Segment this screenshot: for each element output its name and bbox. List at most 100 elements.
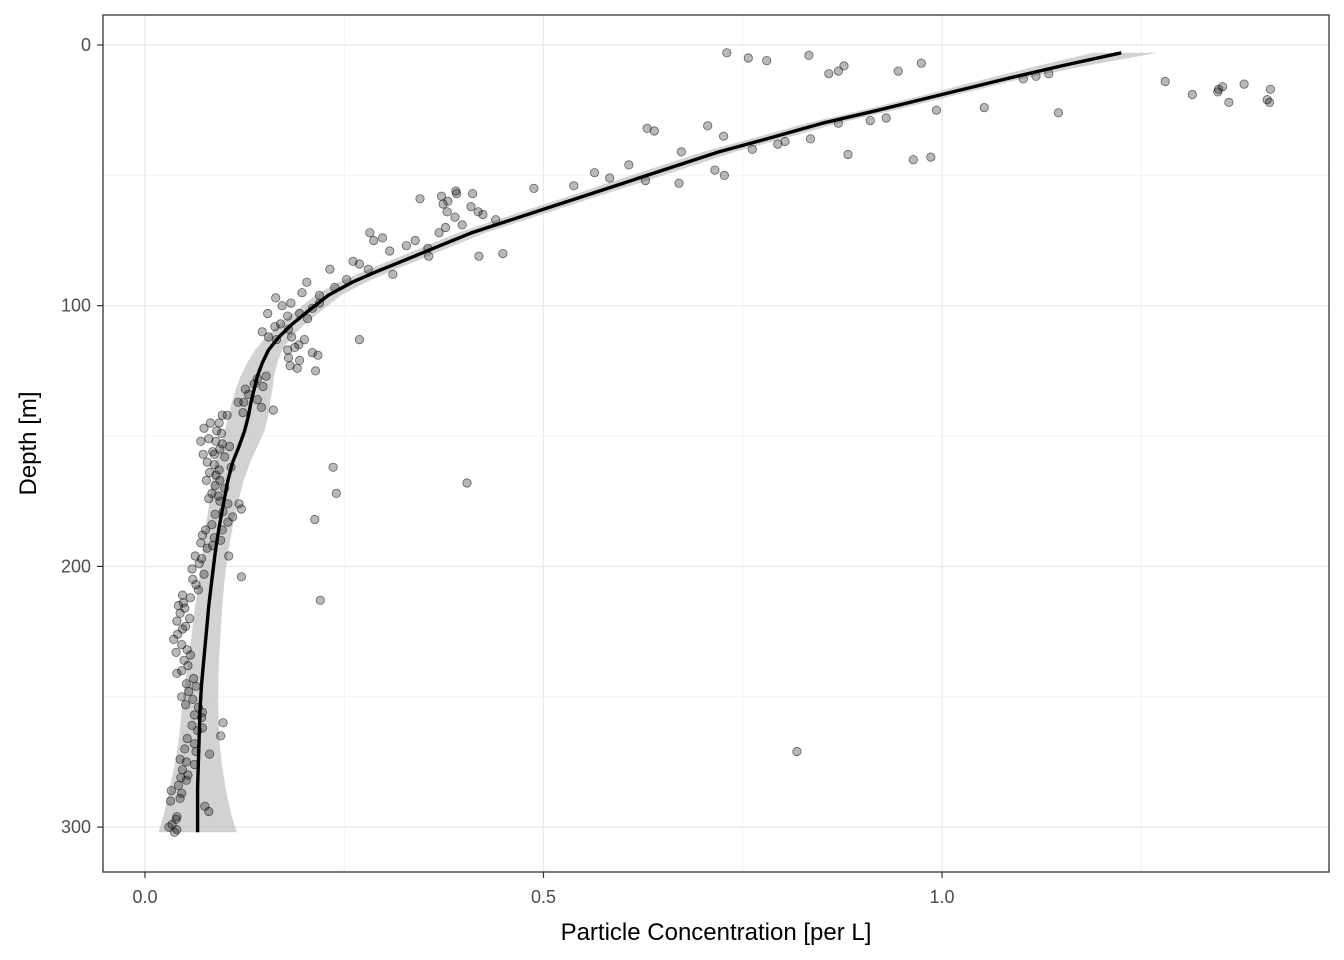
data-point	[1053, 108, 1064, 118]
data-point	[589, 168, 600, 178]
y-axis-title: Depth [m]	[15, 391, 42, 495]
data-point	[204, 806, 214, 817]
data-point	[805, 134, 816, 144]
data-point	[182, 645, 192, 655]
data-point	[178, 598, 188, 608]
data-point	[197, 553, 207, 564]
data-point	[189, 673, 199, 684]
data-point	[268, 405, 278, 415]
data-point	[369, 235, 379, 246]
data-point	[743, 53, 753, 63]
data-point	[201, 525, 211, 535]
data-point	[354, 334, 364, 345]
data-point	[833, 66, 844, 76]
data-point	[310, 514, 320, 525]
data-point	[169, 634, 179, 645]
data-point	[415, 194, 425, 204]
data-point	[315, 595, 325, 605]
data-point	[443, 196, 453, 206]
data-point	[217, 410, 227, 420]
data-point	[916, 58, 926, 68]
data-point	[213, 491, 223, 501]
data-point	[222, 410, 232, 420]
data-point	[434, 228, 444, 238]
data-point	[224, 441, 235, 452]
data-point	[270, 321, 280, 332]
data-point	[212, 426, 222, 436]
data-point	[184, 686, 194, 697]
data-point	[183, 770, 193, 780]
data-point	[187, 564, 197, 574]
data-point	[286, 332, 297, 342]
data-point	[199, 569, 209, 579]
data-point	[256, 402, 266, 412]
data-point	[908, 155, 918, 165]
data-point	[175, 793, 185, 804]
data-point	[261, 371, 271, 381]
data-point	[365, 228, 375, 238]
data-point	[676, 147, 687, 157]
y-tick-label: 300	[61, 817, 91, 837]
data-point	[214, 418, 224, 428]
data-point	[208, 447, 218, 457]
data-point	[642, 123, 652, 133]
data-point	[762, 55, 772, 66]
data-point	[194, 559, 204, 569]
data-point	[177, 788, 187, 798]
data-point	[216, 731, 226, 741]
data-point	[215, 444, 225, 454]
data-point	[824, 69, 834, 79]
smooth-fit-line	[195, 51, 1122, 833]
data-point	[457, 220, 467, 230]
data-point	[438, 199, 448, 209]
data-point	[217, 439, 227, 449]
data-point	[181, 775, 191, 785]
minor-gridlines	[103, 15, 1329, 872]
data-point	[1187, 89, 1197, 100]
data-point	[307, 347, 317, 358]
data-point	[865, 116, 875, 126]
data-point	[718, 131, 729, 141]
data-point	[804, 50, 814, 61]
data-point	[310, 366, 321, 376]
data-point	[674, 178, 684, 188]
data-point	[719, 170, 730, 180]
data-point	[204, 434, 214, 444]
data-point	[377, 233, 388, 243]
data-point	[182, 733, 192, 744]
data-point	[204, 493, 214, 504]
data-point	[283, 353, 294, 363]
data-point	[292, 363, 302, 373]
data-point	[177, 590, 188, 600]
data-point	[181, 679, 191, 689]
data-point	[529, 183, 539, 193]
data-point	[467, 189, 478, 199]
data-point	[722, 48, 732, 58]
data-point	[207, 520, 217, 530]
data-point	[1217, 82, 1228, 92]
plot-panel-border	[102, 14, 1330, 873]
data-point	[188, 574, 198, 585]
data-point	[220, 452, 230, 462]
data-point	[201, 475, 211, 485]
data-point	[164, 822, 174, 832]
data-point	[191, 681, 201, 691]
data-point	[473, 207, 483, 217]
data-point	[181, 757, 191, 767]
data-point	[302, 314, 313, 324]
data-point	[931, 105, 942, 115]
data-point	[236, 504, 246, 514]
data-point	[703, 121, 713, 131]
data-point	[234, 499, 244, 509]
data-point	[331, 488, 341, 498]
data-point	[410, 235, 420, 246]
data-point	[294, 355, 305, 365]
data-point	[209, 449, 219, 459]
data-point	[196, 538, 206, 548]
data-point	[466, 202, 476, 212]
data-point	[401, 241, 411, 251]
data-point	[205, 749, 215, 759]
smooth-line-layer	[195, 51, 1122, 833]
data-point	[290, 342, 300, 352]
